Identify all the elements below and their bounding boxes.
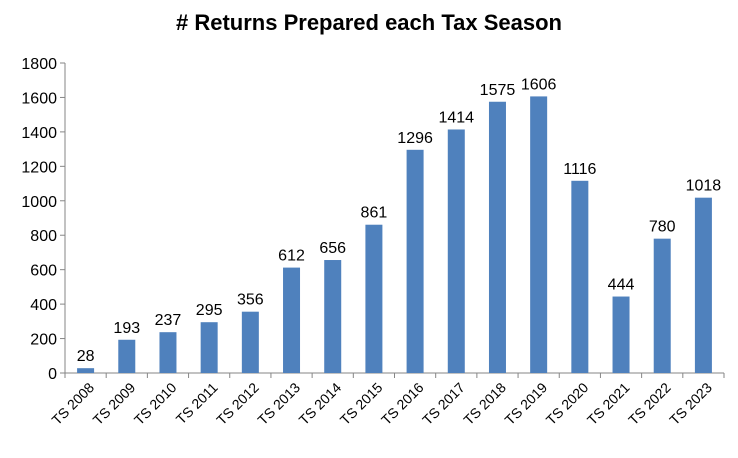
- category-label: TS 2014: [296, 379, 345, 428]
- category-label: TS 2011: [173, 379, 221, 427]
- data-label: 1606: [521, 76, 557, 93]
- y-tick-label: 1400: [21, 125, 57, 142]
- bar: [159, 332, 177, 373]
- y-tick-label: 1600: [21, 90, 57, 107]
- category-label: TS 2015: [337, 379, 386, 428]
- category-label: TS 2019: [501, 379, 550, 428]
- y-tick-label: 400: [30, 297, 57, 314]
- data-label: 356: [237, 292, 264, 309]
- category-label: TS 2023: [666, 379, 715, 428]
- bar: [77, 368, 95, 373]
- data-label: 780: [649, 219, 676, 236]
- category-label: TS 2008: [48, 379, 97, 428]
- bar: [406, 149, 424, 373]
- bar: [653, 238, 671, 373]
- bar: [324, 260, 342, 373]
- data-label: 193: [113, 320, 140, 337]
- data-label: 1575: [480, 82, 516, 99]
- data-label: 1296: [397, 130, 433, 147]
- y-tick-label: 200: [30, 332, 57, 349]
- y-tick-label: 600: [30, 263, 57, 280]
- bar: [694, 197, 712, 373]
- bar: [488, 101, 506, 373]
- data-label: 1018: [686, 178, 722, 195]
- category-label: TS 2010: [131, 379, 180, 428]
- bar: [447, 129, 465, 373]
- data-label: 612: [278, 248, 305, 265]
- data-label: 295: [196, 302, 223, 319]
- category-label: TS 2017: [419, 379, 468, 428]
- data-label: 28: [77, 348, 95, 365]
- category-label: TS 2018: [460, 379, 509, 428]
- chart-title: # Returns Prepared each Tax Season: [176, 10, 562, 35]
- data-label: 237: [155, 312, 182, 329]
- data-label: 861: [361, 205, 388, 222]
- data-label: 444: [608, 277, 635, 294]
- data-label: 656: [319, 240, 346, 257]
- y-tick-label: 800: [30, 228, 57, 245]
- category-label: TS 2022: [625, 379, 674, 428]
- bar: [241, 311, 259, 373]
- category-label: TS 2012: [213, 379, 262, 428]
- y-tick-label: 0: [48, 366, 57, 383]
- y-tick-label: 1200: [21, 159, 57, 176]
- bar: [118, 339, 136, 373]
- y-tick-label: 1000: [21, 194, 57, 211]
- category-label: TS 2009: [90, 379, 139, 428]
- category-label: TS 2020: [543, 379, 592, 428]
- bar: [530, 96, 548, 374]
- data-label: 1414: [438, 109, 474, 126]
- bar: [283, 267, 301, 373]
- bar: [365, 224, 383, 373]
- bar: [571, 180, 589, 373]
- data-label: 1116: [563, 161, 596, 178]
- category-label: TS 2013: [254, 379, 303, 428]
- y-tick-label: 1800: [21, 56, 57, 73]
- category-label: TS 2016: [378, 379, 427, 428]
- bar: [612, 296, 630, 373]
- bar: [200, 322, 218, 373]
- category-label: TS 2021: [584, 379, 633, 428]
